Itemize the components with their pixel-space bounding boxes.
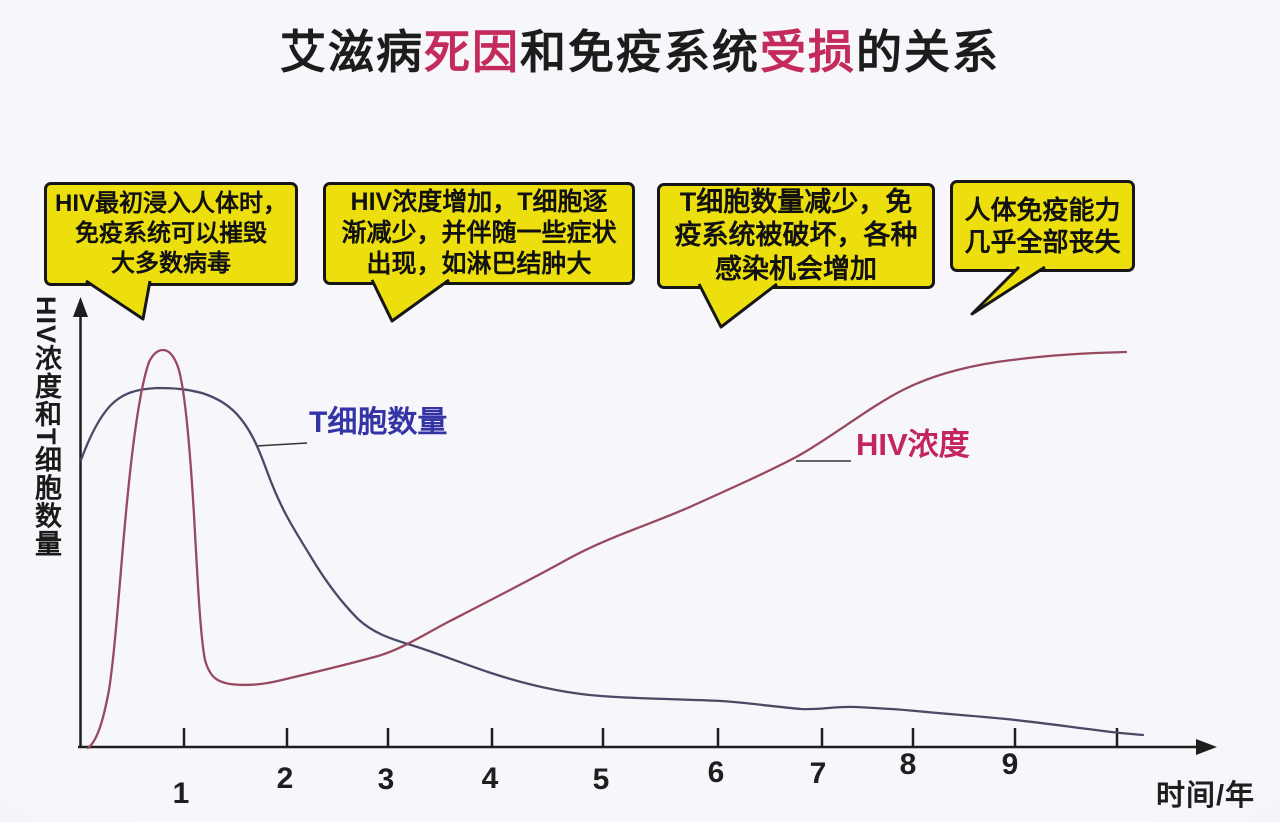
x-tick-label-5: 5 (592, 763, 610, 796)
callout-line: HIV最初浸入人体时， (54, 190, 287, 218)
x-tick-label-2: 2 (276, 762, 294, 795)
t-cell-curve-label: T细胞数量 (309, 406, 448, 439)
callout-stage3: T细胞数量减少，免 疫系统被破坏，各种 感染机会增加 (657, 183, 935, 289)
x-tick-label-7: 7 (809, 757, 827, 790)
callout-stage3-tail (697, 282, 778, 329)
callout-stage2: HIV浓度增加，T细胞逐 渐减少，并伴随一些症状 出现，如淋巴结肿大 (323, 182, 635, 285)
callout-stage1: HIV最初浸入人体时， 免疫系统可以摧毁 大多数病毒 (44, 182, 298, 286)
callout-line: 疫系统被破坏，各种 (674, 220, 918, 251)
callout-stage4-tail (970, 265, 1046, 316)
y-axis-label: HIV浓度和T细胞数量 (31, 296, 61, 558)
title-segment-accent-1: 死因 (424, 26, 520, 78)
title-segment-black-1: 艾滋病 (280, 26, 424, 78)
x-tick-label-3: 3 (377, 763, 395, 796)
x-axis-arrow-icon (1196, 739, 1217, 755)
callout-line: 感染机会增加 (715, 253, 877, 284)
callout-line: 人体免疫能力 (964, 194, 1121, 225)
page-title: 艾滋病死因和免疫系统受损的关系 (0, 16, 1280, 82)
hiv-curve (86, 348, 1128, 750)
title-segment-black-3: 的关系 (856, 26, 1000, 78)
x-axis-label: 时间/年 (1156, 780, 1256, 812)
x-tick-label-1: 1 (172, 777, 190, 810)
callout-line: 渐减少，并伴随一些症状 (341, 219, 617, 247)
x-tick-label-8: 8 (899, 748, 917, 781)
callout-stage2-tail (370, 278, 450, 323)
callout-stage4: 人体免疫能力 几乎全部丧失 (950, 180, 1135, 272)
callout-stage1-tail (85, 279, 152, 321)
x-tick-label-6: 6 (707, 756, 725, 789)
callout-line: 免疫系统可以摧毁 (75, 220, 267, 248)
title-segment-accent-2: 受损 (760, 26, 856, 78)
x-tick-label-9: 9 (1001, 748, 1019, 781)
t-cell-label-leader (255, 442, 308, 447)
x-axis-ticks (182, 728, 1119, 747)
title-segment-black-2: 和免疫系统 (520, 26, 760, 78)
t-cell-curve (79, 386, 1145, 737)
hiv-curve-label: HIV浓度 (856, 427, 970, 462)
y-axis-arrow-icon (73, 297, 88, 317)
callout-line: 大多数病毒 (111, 249, 231, 277)
callout-line: 出现，如淋巴结肿大 (366, 250, 592, 278)
callout-line: T细胞数量减少，免 (679, 186, 913, 217)
callout-line: 几乎全部丧失 (964, 227, 1121, 257)
callout-line: HIV浓度增加，T细胞逐 (350, 188, 608, 216)
x-tick-label-4: 4 (481, 762, 499, 795)
